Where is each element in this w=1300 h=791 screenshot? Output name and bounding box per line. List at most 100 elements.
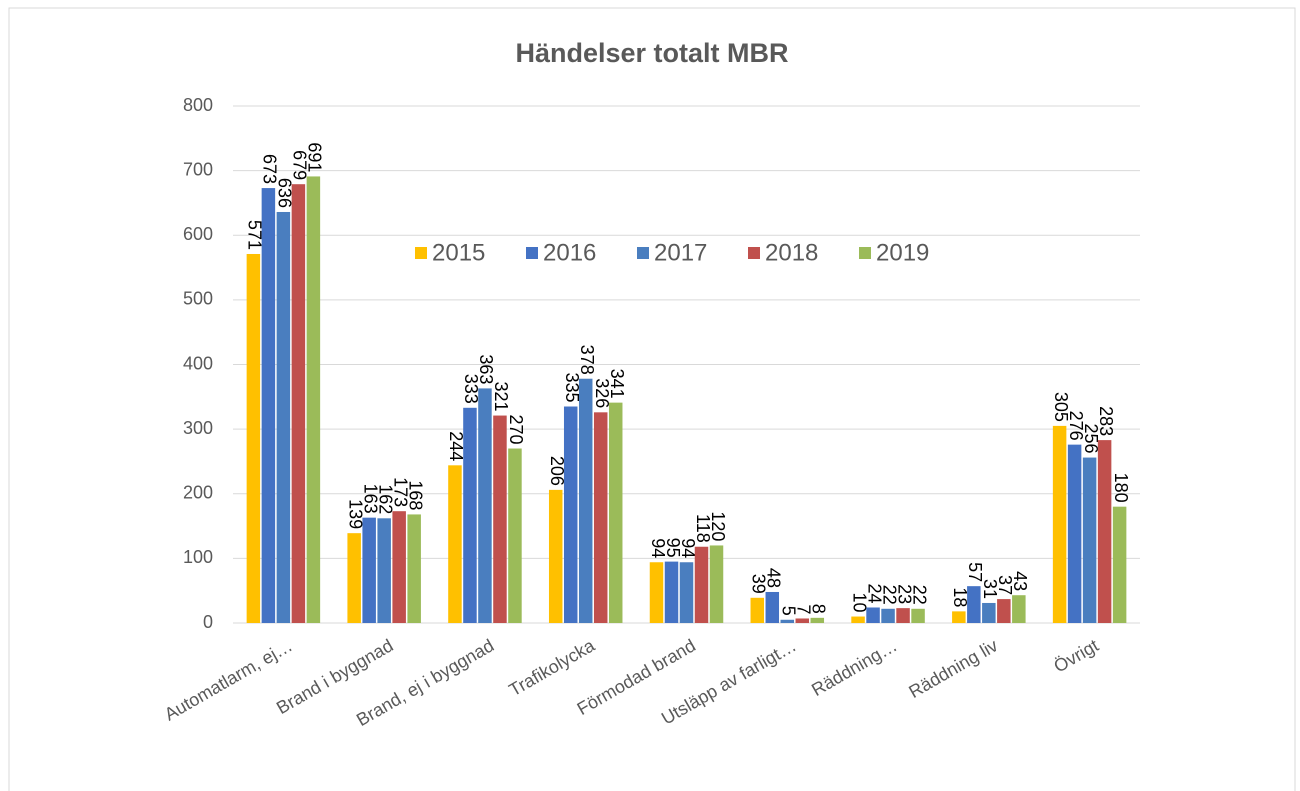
- bar: [448, 465, 462, 623]
- y-tick-label: 300: [183, 418, 213, 438]
- data-label: 335: [562, 372, 582, 402]
- data-label: 43: [1010, 571, 1030, 591]
- data-label: 23: [894, 584, 914, 604]
- data-label: 7: [794, 604, 814, 614]
- y-tick-label: 500: [183, 289, 213, 309]
- data-label: 180: [1111, 473, 1131, 503]
- y-tick-label: 600: [183, 224, 213, 244]
- data-label: 39: [749, 574, 769, 594]
- bar: [407, 514, 421, 623]
- data-label: 5: [779, 606, 799, 616]
- data-label: 321: [491, 382, 511, 412]
- data-label: 270: [506, 414, 526, 444]
- legend-label: 2016: [543, 239, 596, 266]
- legend-label: 2017: [654, 239, 707, 266]
- bar: [1012, 595, 1026, 623]
- data-label: 120: [708, 511, 728, 541]
- data-label: 276: [1066, 411, 1086, 441]
- data-label: 168: [405, 480, 425, 510]
- chart-title: Händelser totalt MBR: [515, 38, 788, 68]
- chart-frame: [8, 7, 1296, 791]
- bar: [709, 545, 724, 623]
- bar: [392, 511, 406, 623]
- bar: [246, 253, 261, 623]
- bar: [1067, 444, 1082, 623]
- data-label: 333: [461, 374, 481, 404]
- bar: [911, 608, 925, 623]
- data-label: 10: [849, 593, 869, 613]
- data-label: 691: [305, 142, 325, 172]
- bar: [851, 616, 865, 623]
- data-label: 244: [446, 431, 466, 461]
- y-tick-label: 200: [183, 483, 213, 503]
- legend-label: 2019: [876, 239, 929, 266]
- bar: [997, 599, 1011, 623]
- data-label: 636: [275, 178, 295, 208]
- data-label: 163: [360, 484, 380, 514]
- data-label: 173: [390, 477, 410, 507]
- legend-swatch: [637, 247, 649, 259]
- bar: [1112, 506, 1127, 623]
- data-label: 22: [909, 585, 929, 605]
- bar: [578, 378, 593, 623]
- bar: [1082, 457, 1097, 623]
- bar: [1097, 440, 1112, 623]
- bar: [291, 184, 306, 624]
- legend-swatch: [526, 247, 538, 259]
- legend-label: 2018: [765, 239, 818, 266]
- bar: [780, 619, 795, 623]
- bar: [493, 415, 507, 623]
- bar: [765, 591, 780, 623]
- bar: [362, 517, 376, 623]
- data-label: 378: [577, 345, 597, 375]
- legend-label: 2015: [432, 239, 485, 266]
- data-label: 571: [245, 220, 265, 250]
- bar: [463, 407, 477, 623]
- y-tick-label: 400: [183, 353, 213, 373]
- bar: [810, 617, 825, 623]
- data-label: 283: [1096, 406, 1116, 436]
- data-label: 31: [980, 579, 1000, 599]
- bar: [608, 402, 623, 623]
- bar: [1052, 425, 1067, 623]
- data-label: 48: [764, 568, 784, 588]
- data-label: 673: [260, 154, 280, 184]
- y-tick-label: 800: [183, 95, 213, 115]
- data-label: 326: [592, 378, 612, 408]
- bar: [664, 561, 679, 623]
- legend-swatch: [748, 247, 760, 259]
- bar: [261, 188, 276, 624]
- bar: [276, 211, 291, 624]
- data-label: 206: [547, 456, 567, 486]
- data-label: 94: [678, 538, 698, 558]
- bar: [881, 608, 895, 623]
- bar: [563, 406, 578, 623]
- bar: [377, 518, 391, 623]
- data-label: 57: [965, 562, 985, 582]
- data-label: 95: [663, 538, 683, 558]
- data-label: 305: [1051, 392, 1071, 422]
- bar: [896, 608, 910, 623]
- y-tick-label: 0: [203, 612, 213, 632]
- data-label: 94: [648, 538, 668, 558]
- data-label: 37: [995, 575, 1015, 595]
- y-tick-label: 700: [183, 159, 213, 179]
- bar: [952, 611, 966, 623]
- data-label: 162: [375, 484, 395, 514]
- bar: [508, 448, 522, 623]
- y-tick-label: 100: [183, 547, 213, 567]
- legend-swatch: [859, 247, 871, 259]
- data-label: 679: [290, 150, 310, 180]
- legend-swatch: [415, 247, 427, 259]
- bar: [694, 546, 709, 623]
- data-label: 341: [607, 369, 627, 399]
- bar: [982, 602, 996, 623]
- bar: [649, 562, 664, 623]
- data-label: 139: [345, 499, 365, 529]
- data-label: 363: [476, 354, 496, 384]
- data-label: 118: [693, 514, 713, 543]
- bar: [347, 533, 361, 623]
- bar: [306, 176, 321, 623]
- bar: [967, 586, 981, 623]
